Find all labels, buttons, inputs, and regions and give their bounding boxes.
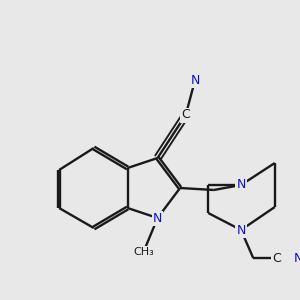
Text: CH₃: CH₃ bbox=[133, 247, 154, 257]
Text: N: N bbox=[236, 224, 246, 236]
Text: C: C bbox=[181, 109, 190, 122]
Text: C: C bbox=[272, 251, 281, 265]
Text: N: N bbox=[236, 178, 246, 191]
Text: N: N bbox=[190, 74, 200, 86]
Text: N: N bbox=[294, 251, 300, 265]
Text: N: N bbox=[153, 212, 162, 224]
